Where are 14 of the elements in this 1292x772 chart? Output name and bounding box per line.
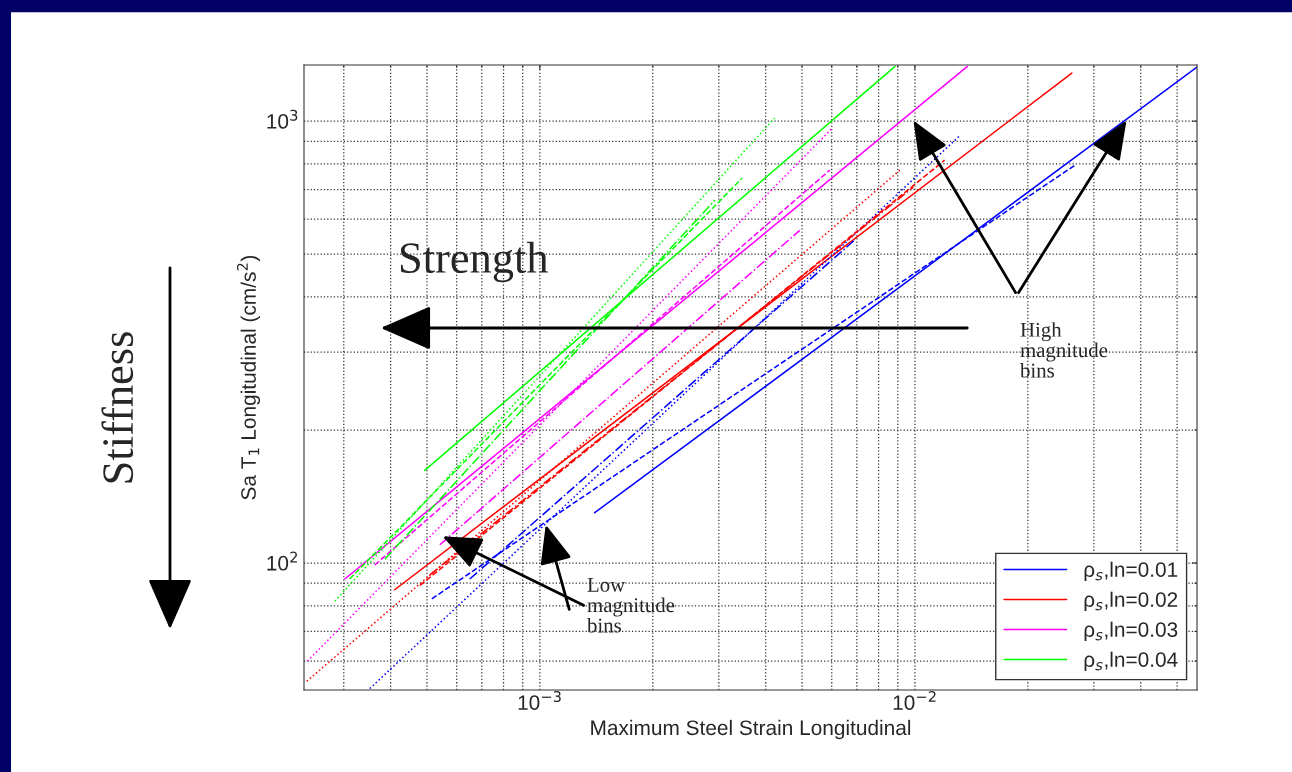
- text: Stiffness: [101, 332, 134, 483]
- x-axis-title: Maximum Steel Strain Longitudinal: [591, 719, 911, 740]
- annotation: Low magnitude bins: [587, 578, 675, 633]
- y-tick-label: 10$^{2}$: [267, 551, 297, 571]
- legend-label: ρ$_{s}$,ln=0.02: [1084, 591, 1178, 612]
- annotation: Strength: [400, 241, 549, 283]
- x-tick-label: 10$^{−2}$: [893, 691, 936, 710]
- y-axis-title: Sa T$_{1}$ Longitudinal (cm/s$^{2}$): [236, 255, 261, 500]
- legend-label: ρ$_{s}$,ln=0.04: [1084, 651, 1178, 672]
- annotation: High magnitude bins: [1020, 322, 1108, 378]
- x-tick-label: 10$^{−3}$: [518, 691, 561, 710]
- legend-label: ρ$_{s}$,ln=0.03: [1084, 621, 1178, 642]
- y-tick-label: 10$^{3}$: [267, 109, 298, 129]
- legend-label: ρ$_{s}$,ln=0.01: [1084, 561, 1178, 582]
